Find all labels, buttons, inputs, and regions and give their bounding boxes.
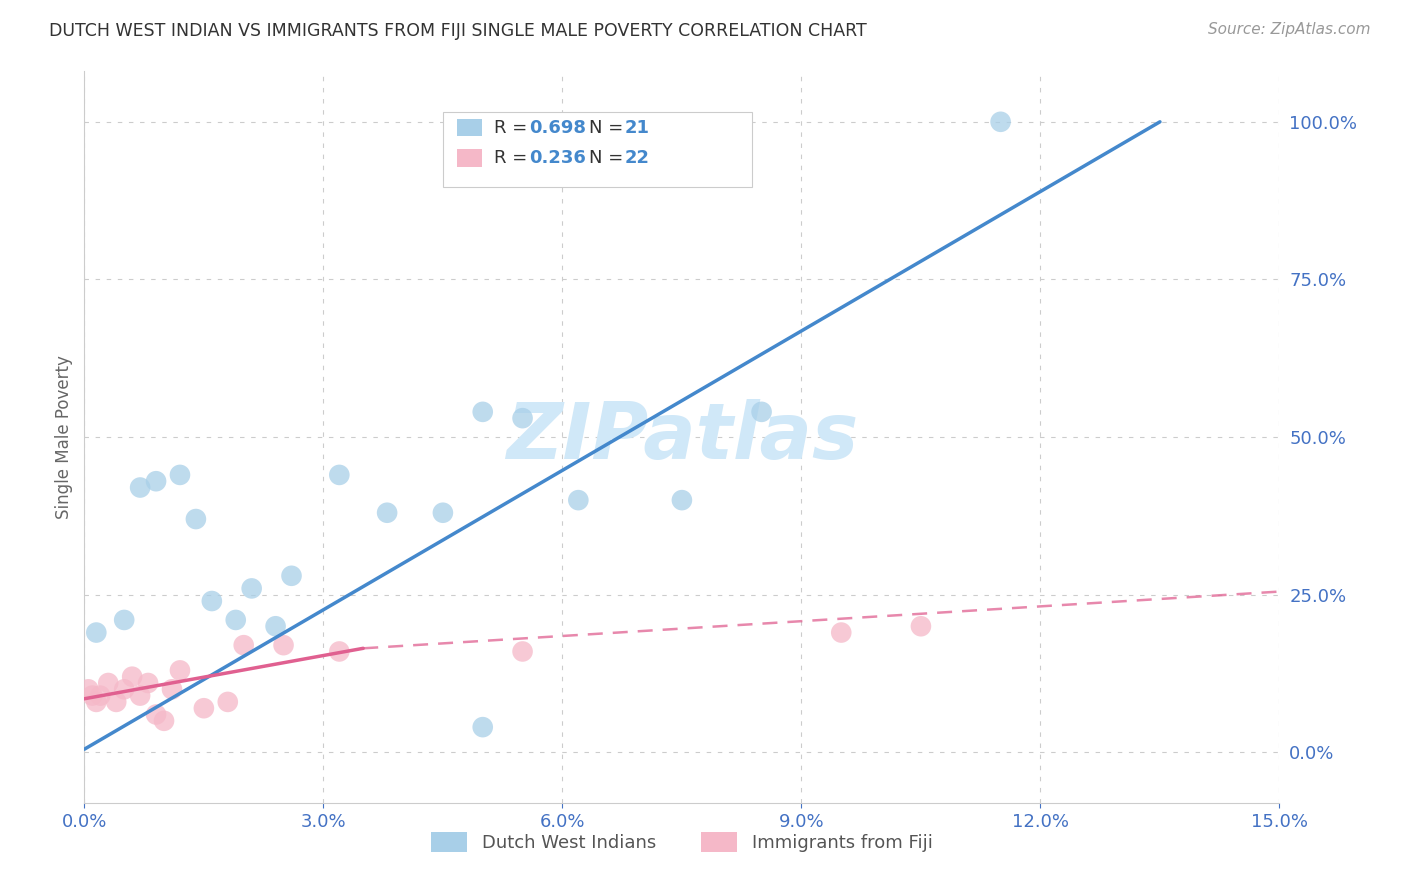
Point [129, 481, 152, 495]
Point [121, 670, 143, 684]
Point [82, 689, 104, 703]
Point [77, 682, 100, 697]
Legend: Dutch West Indians, Immigrants from Fiji: Dutch West Indians, Immigrants from Fiji [425, 824, 939, 860]
Point [567, 493, 589, 508]
Point [217, 695, 239, 709]
Point [232, 638, 254, 652]
Point [751, 405, 773, 419]
Point [375, 506, 398, 520]
Point [671, 493, 693, 508]
Point [193, 701, 215, 715]
Point [145, 474, 167, 488]
Point [105, 695, 128, 709]
Point [112, 682, 135, 697]
Point [225, 613, 247, 627]
Point [280, 569, 302, 583]
Text: R =: R = [494, 149, 533, 167]
Point [145, 707, 167, 722]
Point [471, 720, 494, 734]
Point [136, 676, 159, 690]
Text: N =: N = [589, 119, 628, 136]
Point [830, 625, 852, 640]
Point [328, 467, 350, 482]
Point [990, 115, 1012, 129]
Text: Source: ZipAtlas.com: Source: ZipAtlas.com [1208, 22, 1371, 37]
Text: 0.698: 0.698 [529, 119, 586, 136]
Point [201, 594, 224, 608]
Point [512, 644, 534, 658]
Point [129, 689, 152, 703]
Text: 21: 21 [624, 119, 650, 136]
Point [89, 689, 111, 703]
Point [240, 582, 263, 596]
Point [169, 467, 191, 482]
Point [97, 676, 120, 690]
Text: ZIPatlas: ZIPatlas [506, 399, 858, 475]
Point [153, 714, 176, 728]
Text: 0.236: 0.236 [529, 149, 585, 167]
Point [432, 506, 454, 520]
Point [86, 695, 108, 709]
Point [273, 638, 295, 652]
Text: 22: 22 [624, 149, 650, 167]
Point [328, 644, 350, 658]
Text: R =: R = [494, 119, 533, 136]
Point [471, 405, 494, 419]
Point [264, 619, 287, 633]
Point [112, 613, 135, 627]
Point [910, 619, 932, 633]
Point [184, 512, 207, 526]
Point [86, 625, 108, 640]
Text: N =: N = [589, 149, 628, 167]
Point [160, 682, 183, 697]
Point [512, 411, 534, 425]
Point [169, 664, 191, 678]
Y-axis label: Single Male Poverty: Single Male Poverty [55, 355, 73, 519]
Text: DUTCH WEST INDIAN VS IMMIGRANTS FROM FIJI SINGLE MALE POVERTY CORRELATION CHART: DUTCH WEST INDIAN VS IMMIGRANTS FROM FIJ… [49, 22, 868, 40]
